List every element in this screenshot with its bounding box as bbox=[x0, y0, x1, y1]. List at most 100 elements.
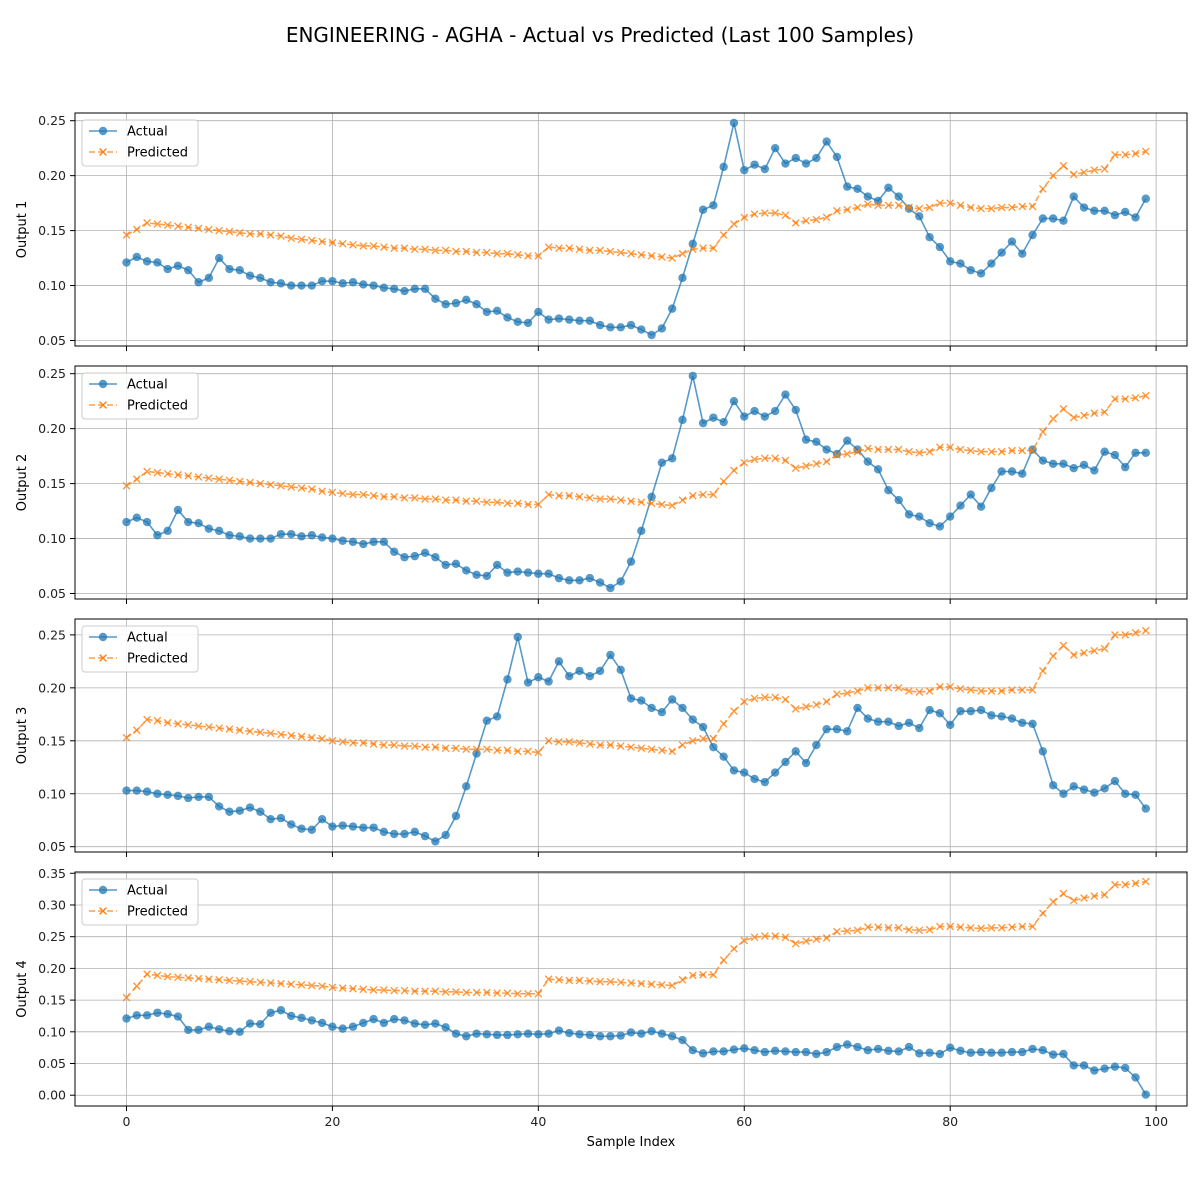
data-point-predicted bbox=[369, 242, 378, 250]
data-point-predicted bbox=[153, 220, 162, 228]
data-point-actual bbox=[359, 1018, 368, 1028]
data-point-predicted bbox=[452, 247, 460, 256]
data-point-actual bbox=[1090, 788, 1099, 797]
data-point-actual bbox=[822, 1047, 831, 1057]
data-point-actual bbox=[153, 258, 162, 267]
data-point-actual bbox=[585, 573, 595, 583]
data-point-actual bbox=[1079, 460, 1089, 470]
data-point-predicted bbox=[750, 933, 759, 942]
data-point-predicted bbox=[997, 687, 1006, 695]
data-point-predicted bbox=[544, 736, 553, 745]
y-tick-label: 0.10 bbox=[38, 278, 66, 293]
data-point-predicted bbox=[307, 485, 316, 493]
data-point-predicted bbox=[184, 472, 193, 480]
data-point-actual bbox=[369, 281, 378, 290]
data-point-predicted bbox=[132, 475, 141, 484]
data-point-actual bbox=[688, 1045, 697, 1055]
data-point-actual bbox=[1059, 1049, 1068, 1059]
data-point-actual bbox=[1121, 462, 1130, 472]
data-point-predicted bbox=[184, 974, 193, 982]
data-point-actual bbox=[256, 273, 265, 283]
data-point-predicted bbox=[760, 454, 769, 463]
data-point-actual bbox=[400, 286, 409, 296]
data-point-actual bbox=[884, 183, 893, 192]
data-point-actual bbox=[153, 789, 162, 798]
data-point-actual bbox=[709, 742, 718, 752]
data-point-actual bbox=[153, 1008, 162, 1017]
data-point-actual bbox=[523, 568, 533, 577]
data-point-actual bbox=[287, 281, 296, 290]
data-point-actual bbox=[719, 1047, 728, 1056]
data-point-predicted bbox=[843, 450, 852, 458]
legend-label-actual: Actual bbox=[127, 378, 168, 393]
data-point-actual bbox=[410, 827, 419, 837]
data-point-actual bbox=[132, 786, 141, 795]
legend-marker-actual bbox=[98, 885, 108, 895]
data-point-predicted bbox=[338, 984, 347, 992]
data-point-predicted bbox=[843, 205, 852, 214]
legend-label-predicted: Predicted bbox=[127, 146, 188, 161]
data-point-predicted bbox=[318, 487, 327, 496]
data-point-actual bbox=[1121, 789, 1130, 798]
data-point-predicted bbox=[452, 987, 460, 996]
data-point-predicted bbox=[225, 725, 234, 734]
data-point-predicted bbox=[297, 235, 306, 244]
data-point-actual bbox=[554, 573, 564, 583]
data-point-actual bbox=[873, 717, 883, 726]
data-point-predicted bbox=[657, 980, 666, 989]
data-point-predicted bbox=[709, 970, 718, 979]
data-point-predicted bbox=[174, 222, 182, 231]
data-point-actual bbox=[956, 706, 965, 716]
data-point-actual bbox=[266, 814, 275, 824]
legend-label-actual: Actual bbox=[127, 631, 168, 646]
data-point-predicted bbox=[1038, 184, 1047, 193]
data-point-predicted bbox=[884, 923, 893, 932]
data-point-actual bbox=[420, 1020, 430, 1030]
data-point-actual bbox=[513, 317, 522, 327]
data-point-predicted bbox=[565, 976, 574, 985]
data-point-predicted bbox=[688, 491, 697, 500]
data-point-actual bbox=[698, 205, 708, 214]
data-point-predicted bbox=[359, 985, 368, 994]
data-point-actual bbox=[873, 196, 883, 206]
data-point-actual bbox=[812, 740, 821, 750]
data-point-actual bbox=[945, 512, 955, 521]
data-point-predicted bbox=[318, 237, 327, 246]
data-point-actual bbox=[750, 406, 759, 416]
data-point-predicted bbox=[544, 490, 553, 499]
data-point-predicted bbox=[740, 213, 749, 222]
data-point-predicted bbox=[1100, 408, 1109, 417]
data-point-actual bbox=[328, 822, 337, 831]
legend-marker-predicted bbox=[99, 148, 107, 156]
y-tick-label: 0.20 bbox=[38, 168, 66, 183]
data-point-actual bbox=[451, 1029, 461, 1038]
data-point-predicted bbox=[1131, 879, 1140, 888]
data-point-predicted bbox=[719, 477, 728, 486]
data-point-predicted bbox=[400, 986, 409, 995]
data-point-predicted bbox=[307, 236, 316, 245]
data-point-actual bbox=[173, 1012, 183, 1021]
data-point-predicted bbox=[740, 458, 749, 467]
data-point-predicted bbox=[925, 447, 934, 456]
data-point-predicted bbox=[1069, 413, 1078, 422]
data-point-predicted bbox=[390, 244, 399, 253]
data-point-predicted bbox=[1049, 897, 1058, 906]
data-point-predicted bbox=[647, 499, 656, 508]
data-point-predicted bbox=[349, 739, 357, 747]
data-point-actual bbox=[688, 715, 697, 724]
data-point-predicted bbox=[1100, 165, 1109, 173]
data-point-actual bbox=[781, 390, 790, 399]
data-point-actual bbox=[317, 814, 327, 824]
data-point-actual bbox=[153, 531, 162, 540]
data-point-predicted bbox=[1028, 922, 1037, 931]
data-point-predicted bbox=[956, 445, 965, 454]
data-point-predicted bbox=[163, 469, 172, 478]
data-point-predicted bbox=[452, 744, 460, 753]
data-point-predicted bbox=[1141, 391, 1150, 400]
data-point-actual bbox=[1059, 216, 1068, 225]
data-point-predicted bbox=[493, 249, 502, 258]
data-point-actual bbox=[781, 757, 790, 767]
data-point-actual bbox=[287, 529, 296, 539]
data-point-predicted bbox=[1018, 446, 1027, 455]
data-point-actual bbox=[1100, 1064, 1109, 1073]
